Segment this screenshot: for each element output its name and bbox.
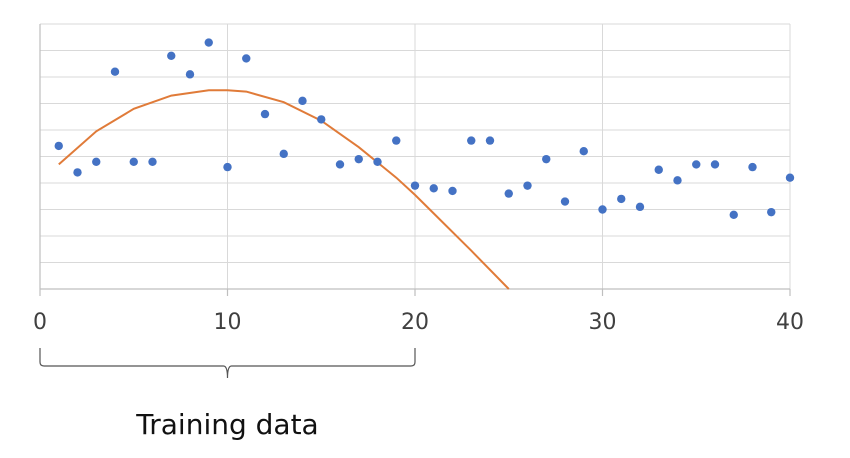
- data-point: [410, 181, 420, 190]
- data-point: [298, 96, 307, 106]
- data-point: [373, 157, 382, 166]
- data-point: [729, 210, 738, 219]
- data-point: [129, 157, 138, 166]
- data-point: [392, 136, 401, 145]
- training-data-label: Training data: [135, 408, 318, 441]
- data-point: [92, 157, 101, 166]
- data-point: [767, 207, 776, 217]
- data-point: [654, 165, 663, 174]
- data-point: [204, 38, 213, 47]
- data-point: [692, 160, 701, 169]
- data-points: [54, 38, 795, 219]
- data-point: [279, 149, 288, 159]
- data-point: [429, 184, 438, 193]
- x-tick-label: 10: [214, 310, 242, 335]
- data-point: [579, 147, 588, 156]
- data-point: [223, 162, 232, 172]
- data-point: [673, 176, 682, 185]
- data-point: [335, 160, 345, 169]
- data-point: [635, 202, 645, 212]
- x-tick-label: 0: [33, 310, 47, 335]
- training-bracket: [39, 348, 416, 379]
- data-point: [785, 173, 795, 182]
- training-data-annotation: Training data: [39, 348, 416, 441]
- data-point: [617, 194, 626, 204]
- data-point: [167, 51, 176, 60]
- data-point: [260, 109, 270, 119]
- x-tick-label: 20: [401, 310, 429, 335]
- data-point: [185, 70, 195, 79]
- data-point: [504, 189, 513, 198]
- data-point: [448, 186, 457, 196]
- data-point: [242, 54, 251, 63]
- data-point: [317, 115, 326, 124]
- data-point: [354, 154, 363, 164]
- x-tick-label: 30: [589, 310, 617, 335]
- data-point: [73, 168, 82, 177]
- data-point: [54, 141, 63, 151]
- data-point: [148, 157, 157, 166]
- fit-curve: [58, 89, 510, 290]
- data-point: [748, 162, 757, 172]
- data-point: [560, 197, 570, 206]
- fit-curve-layer: [58, 89, 510, 290]
- gridlines: [40, 23, 791, 289]
- data-point: [110, 67, 120, 76]
- x-axis: 0 10 20 30 40: [33, 24, 804, 335]
- data-point: [467, 136, 476, 145]
- data-point: [710, 160, 720, 169]
- data-point: [485, 136, 495, 145]
- x-tick-label: 40: [776, 310, 804, 335]
- data-point: [542, 154, 551, 164]
- data-point: [523, 181, 532, 190]
- data-point: [598, 205, 607, 214]
